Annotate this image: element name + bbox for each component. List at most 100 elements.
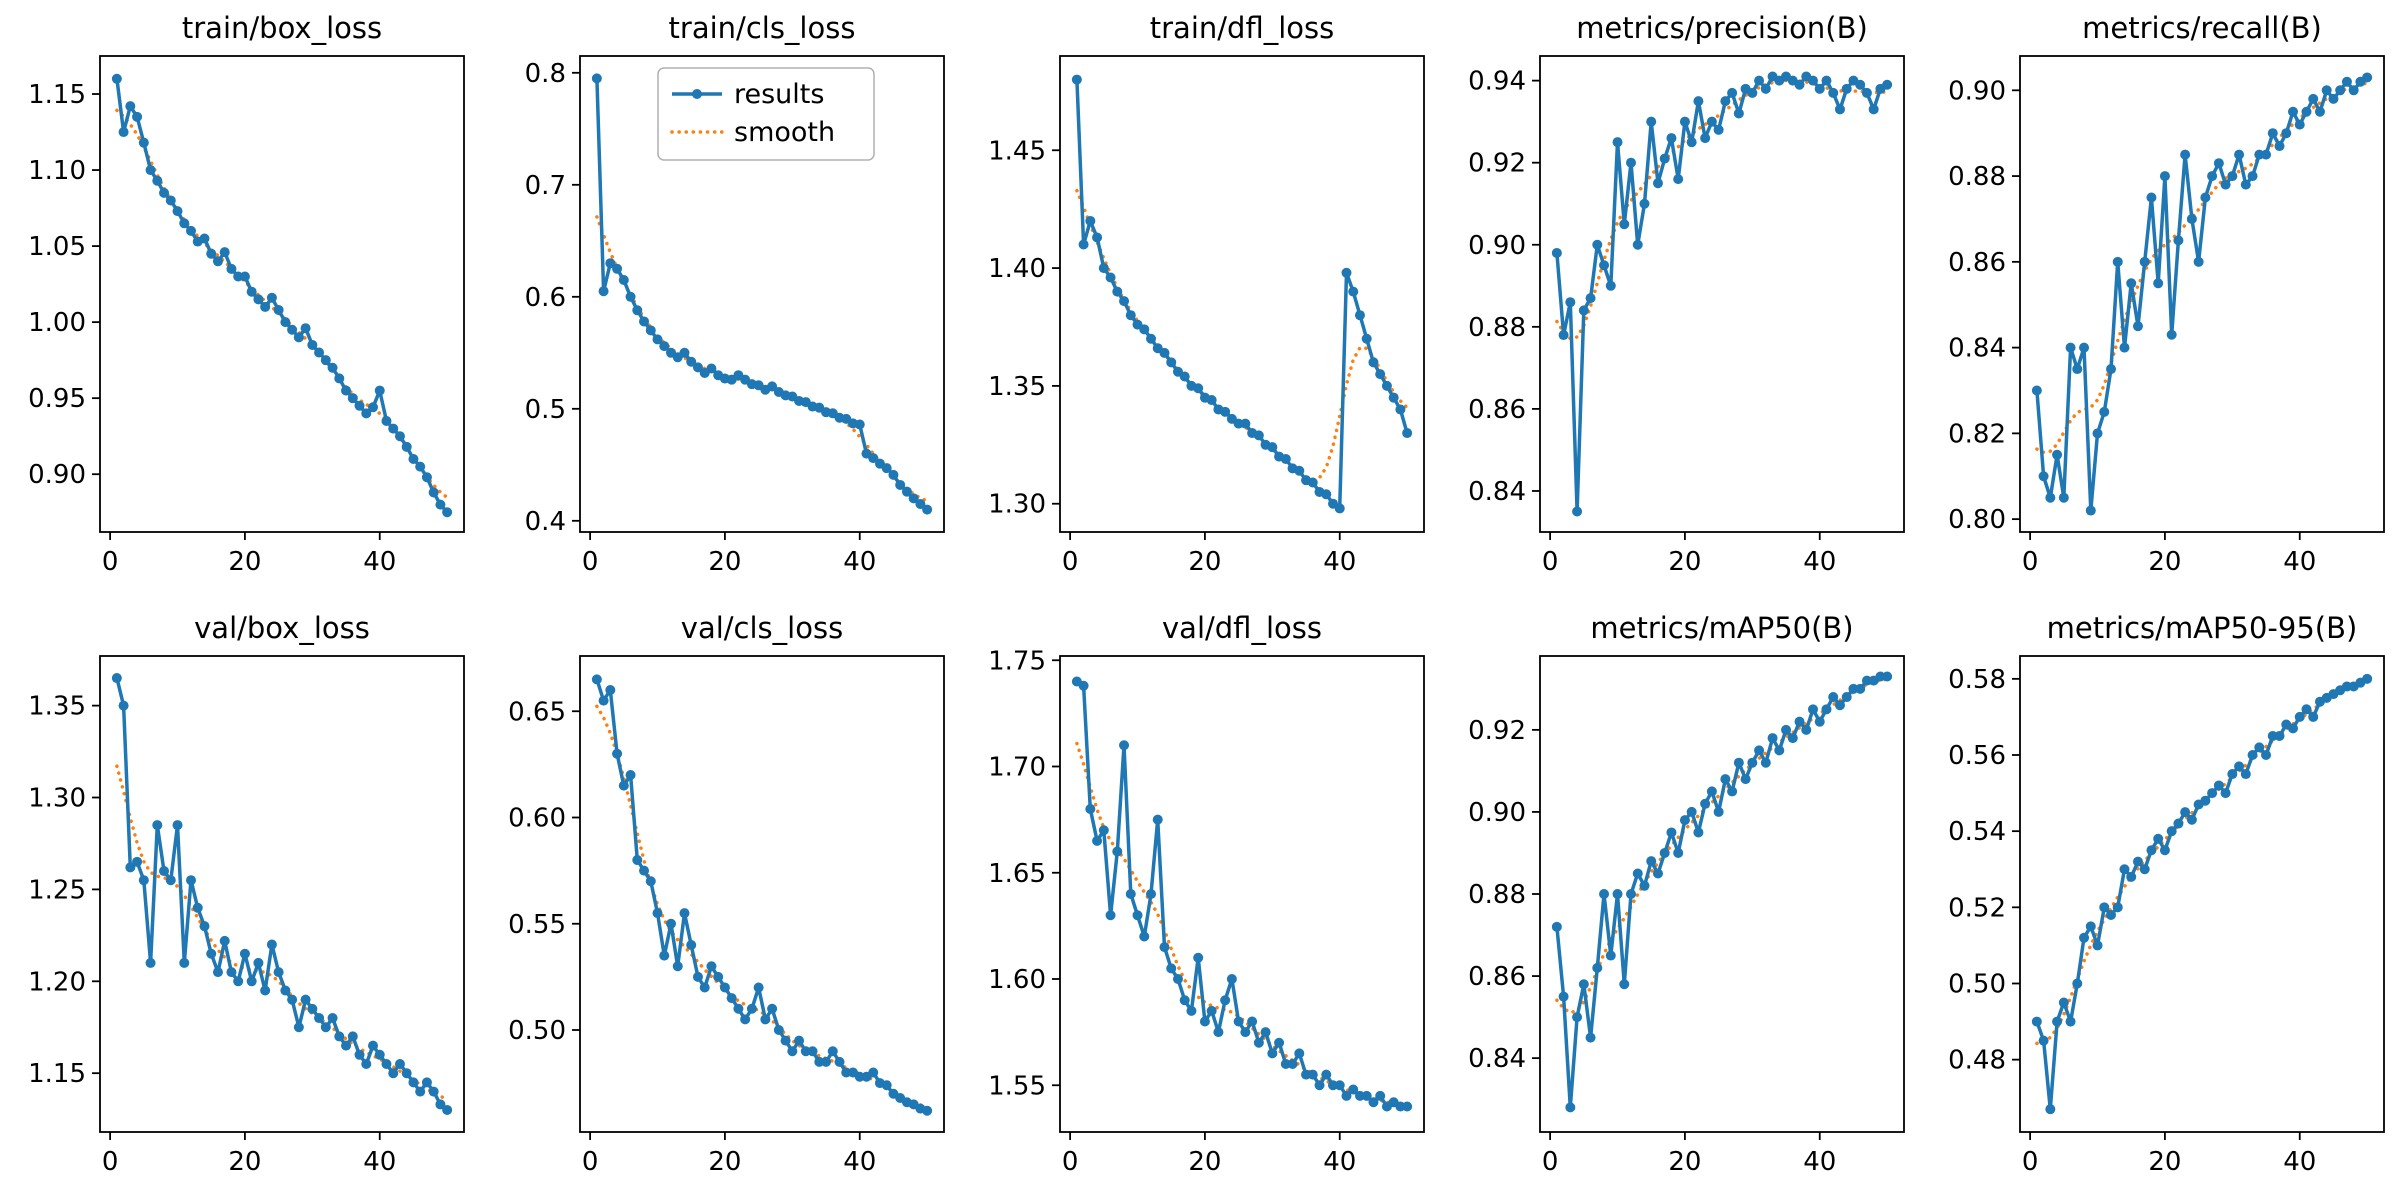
results-marker (2126, 278, 2137, 289)
results-marker (1395, 404, 1406, 415)
y-tick-label: 0.8 (525, 59, 566, 89)
results-marker (1639, 198, 1650, 209)
results-marker (260, 301, 271, 312)
y-tick-label: 1.45 (988, 136, 1046, 166)
results-marker (1206, 395, 1217, 406)
results-marker (2220, 179, 2231, 190)
legend-box (657, 67, 875, 161)
results-marker (1861, 87, 1872, 98)
results-marker (212, 256, 223, 267)
smooth-line (595, 215, 929, 503)
subplot-title: val/box_loss (194, 611, 370, 645)
results-marker (1713, 806, 1724, 817)
results-marker (713, 971, 724, 982)
results-marker (2193, 256, 2204, 267)
axes-box (99, 55, 465, 533)
subplot-title: val/cls_loss (681, 611, 843, 645)
y-tick-label: 0.55 (508, 910, 566, 940)
results-marker (1119, 740, 1130, 751)
subplot-title: metrics/recall(B) (2082, 11, 2322, 45)
y-tick-label: 0.65 (508, 697, 566, 727)
results-marker (767, 381, 778, 392)
y-tick-label: 1.05 (28, 232, 86, 262)
results-marker (598, 695, 609, 706)
results-marker (226, 967, 237, 978)
results-marker (740, 1014, 751, 1025)
x-tick-label: 40 (843, 1147, 876, 1177)
results-marker (1632, 239, 1643, 250)
results-marker (1693, 96, 1704, 107)
results-marker (314, 347, 325, 358)
subplot-val-box-loss: val/box_loss 0 20 40 1.15 1.20 1.25 1.30 1.35 (0, 600, 480, 1200)
y-tick-label: 0.84 (1948, 334, 2006, 364)
results-marker (612, 263, 623, 274)
results-marker (2301, 704, 2312, 715)
results-marker (2045, 1104, 2056, 1115)
results-marker (2240, 179, 2251, 190)
results-marker (1673, 847, 1684, 858)
results-marker (821, 1056, 832, 1067)
results-marker (1585, 293, 1596, 304)
results-marker (888, 469, 899, 480)
results-marker (1125, 310, 1136, 321)
results-marker (1253, 430, 1264, 441)
results-marker (280, 317, 291, 328)
y-tick-label: 0.60 (508, 804, 566, 834)
results-marker (2294, 119, 2305, 130)
x-tick-label: 0 (1062, 547, 1079, 577)
results-marker (2173, 235, 2184, 246)
results-marker (854, 419, 865, 430)
results-marker (159, 187, 170, 198)
results-marker (1855, 79, 1866, 90)
subplot-val-cls-loss: val/cls_loss 0 20 40 0.50 0.55 0.60 0.65 (480, 600, 960, 1200)
results-marker (1639, 880, 1650, 891)
y-tick-label: 0.84 (1468, 1044, 1526, 1074)
results-marker (1565, 1102, 1576, 1113)
results-marker (652, 908, 663, 919)
results-marker (1381, 380, 1392, 391)
results-marker (2308, 711, 2319, 722)
x-tick-label: 0 (2022, 1147, 2039, 1177)
results-marker (226, 263, 237, 274)
results-marker (273, 967, 284, 978)
results-marker (1652, 178, 1663, 189)
results-marker (2247, 750, 2258, 761)
results-marker (1727, 786, 1738, 797)
y-tick-label: 1.25 (28, 875, 86, 905)
results-marker (1706, 786, 1717, 797)
results-marker (1599, 889, 1610, 899)
results-marker (1078, 239, 1089, 250)
results-marker (273, 304, 284, 315)
results-marker (1294, 465, 1305, 476)
results-marker (1098, 263, 1109, 274)
results-marker (719, 982, 730, 993)
results-marker (266, 939, 277, 950)
results-marker (199, 921, 210, 932)
results-marker (415, 1086, 426, 1097)
smooth-line (2035, 81, 2369, 455)
results-marker (1551, 921, 1562, 932)
results-marker (1206, 1005, 1217, 1016)
results-marker (2132, 321, 2143, 332)
results-marker (1341, 267, 1352, 278)
y-tick-label: 0.6 (525, 283, 566, 313)
results-marker (881, 1080, 892, 1091)
results-marker (2220, 788, 2231, 799)
y-tick-label: 0.90 (1948, 76, 2006, 106)
x-tick-label: 20 (1188, 1147, 1221, 1177)
results-marker (394, 1059, 405, 1069)
results-marker (794, 1035, 805, 1046)
y-tick-label: 0.80 (1948, 505, 2006, 535)
results-marker (1626, 157, 1636, 168)
x-tick-label: 0 (1542, 1147, 1559, 1177)
results-marker (1159, 347, 1170, 358)
results-marker (2085, 921, 2096, 932)
subplot-canvas-metrics-recall-b: metrics/recall(B) 0 20 40 0.80 0.82 0.84 0.86 0.… (1920, 0, 2400, 600)
results-marker (1578, 979, 1589, 990)
results-marker (2274, 141, 2285, 152)
results-marker (381, 415, 392, 426)
results-marker (2106, 364, 2116, 375)
results-marker (2065, 342, 2076, 353)
results-marker (612, 748, 623, 759)
x-tick-label: 40 (363, 547, 396, 577)
